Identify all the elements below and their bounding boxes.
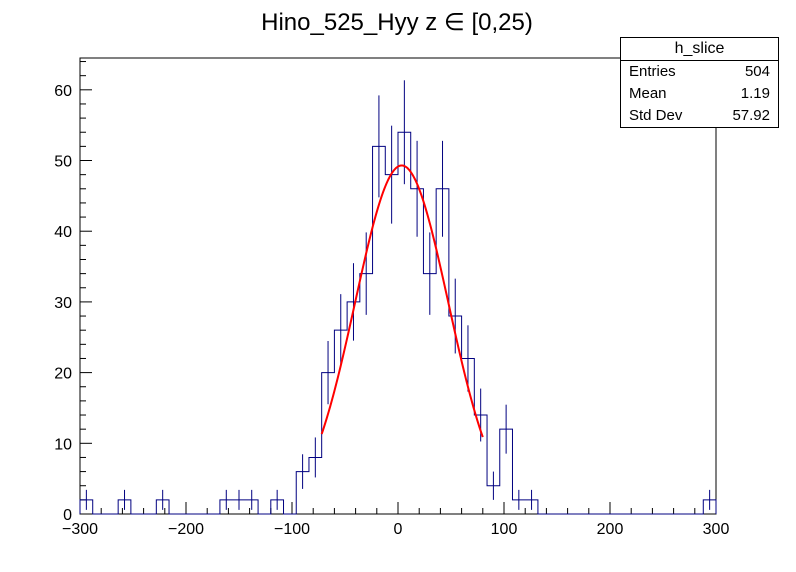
x-tick-label: −100 (274, 521, 310, 538)
stats-label: Std Dev (629, 107, 683, 124)
stats-row-stddev: Std Dev 57.92 (621, 105, 778, 127)
y-tick-label: 10 (54, 436, 72, 453)
fit-curve (320, 164, 484, 438)
x-tick-label: 200 (597, 521, 624, 538)
stats-value: 1.19 (740, 85, 770, 102)
chart-title: Hino_525_Hyy z ∈ [0,25) (261, 9, 533, 36)
stats-title: h_slice (621, 38, 778, 61)
y-tick-label: 60 (54, 83, 72, 100)
stats-label: Entries (629, 63, 676, 80)
x-tick-label: 0 (394, 521, 403, 538)
stats-row-entries: Entries 504 (621, 61, 778, 83)
x-tick-label: 100 (491, 521, 518, 538)
x-tick-label: −300 (62, 521, 98, 538)
stats-value: 504 (744, 63, 770, 80)
stats-value: 57.92 (732, 107, 770, 124)
y-tick-label: 50 (54, 154, 72, 171)
x-tick-label: 300 (703, 521, 730, 538)
stats-row-mean: Mean 1.19 (621, 83, 778, 105)
y-tick-label: 20 (54, 366, 72, 383)
histogram-outline (79, 131, 717, 515)
x-tick-label: −200 (168, 521, 204, 538)
y-tick-label: 40 (54, 224, 72, 241)
y-tick-label: 30 (54, 295, 72, 312)
stats-box: h_slice Entries 504 Mean 1.19 Std Dev 57… (620, 37, 779, 128)
stats-label: Mean (629, 85, 667, 102)
y-tick-label: 0 (63, 507, 72, 524)
